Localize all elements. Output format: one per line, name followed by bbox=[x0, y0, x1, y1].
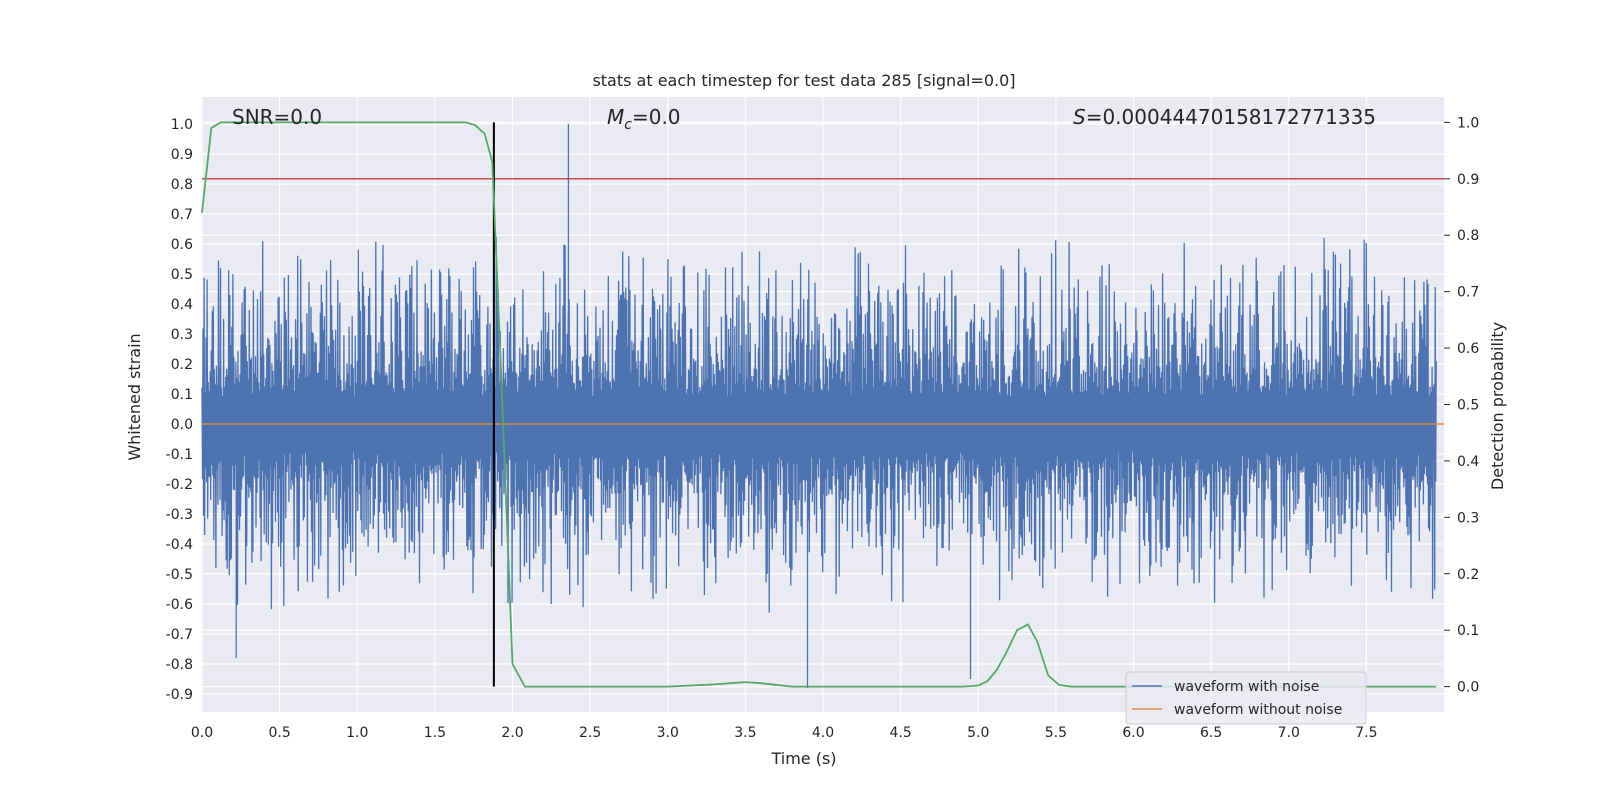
x-axis-label: Time (s) bbox=[770, 749, 836, 768]
series-noise-line bbox=[201, 124, 1437, 688]
y-axis-label: Whitened strain bbox=[125, 333, 144, 460]
x-tick-label: 4.5 bbox=[889, 725, 911, 741]
y2-tick-label: 0.0 bbox=[1457, 680, 1479, 696]
y-tick-label: 0.6 bbox=[171, 237, 193, 253]
x-tick-label: 6.0 bbox=[1122, 725, 1144, 741]
mc-value: =0.0 bbox=[632, 105, 681, 129]
x-tick-label: 3.0 bbox=[657, 725, 679, 741]
x-tick-label: 5.0 bbox=[967, 725, 989, 741]
y-tick-label: 0.0 bbox=[171, 417, 193, 433]
x-tick-label: 7.0 bbox=[1278, 725, 1300, 741]
y-tick-label: -0.1 bbox=[166, 447, 193, 463]
y-tick-label: 1.0 bbox=[171, 117, 193, 133]
x-tick-label: 0.5 bbox=[268, 725, 290, 741]
y2-tick-label: 0.4 bbox=[1457, 454, 1479, 470]
x-tick-label: 2.5 bbox=[579, 725, 601, 741]
y-tick-label: -0.7 bbox=[166, 627, 193, 643]
snr-annotation: SNR=0.0 bbox=[232, 105, 322, 129]
overlay-lines bbox=[201, 121, 1444, 688]
y2-tick-label: 0.1 bbox=[1457, 623, 1479, 639]
y-tick-label: 0.3 bbox=[171, 327, 193, 343]
y2-tick-label: 0.8 bbox=[1457, 228, 1479, 244]
x-tick-label: 3.5 bbox=[734, 725, 756, 741]
mc-annotation: Mc=0.0 bbox=[607, 105, 681, 133]
y-tick-label: -0.2 bbox=[166, 477, 193, 493]
y2-tick-label: 0.5 bbox=[1457, 398, 1479, 414]
y2-tick-label: 0.3 bbox=[1457, 510, 1479, 526]
x-tick-label: 2.0 bbox=[501, 725, 523, 741]
y2-tick-label: 0.6 bbox=[1457, 341, 1479, 357]
y-tick-label: 0.7 bbox=[171, 207, 193, 223]
mc-subscript: c bbox=[624, 117, 632, 133]
x-tick-label: 1.0 bbox=[346, 725, 368, 741]
x-tick-label: 0.0 bbox=[191, 725, 213, 741]
y-tick-label: -0.6 bbox=[166, 597, 193, 613]
y-tick-label: -0.3 bbox=[166, 507, 193, 523]
y2-tick-label: 0.2 bbox=[1457, 567, 1479, 583]
y-tick-label: 0.1 bbox=[171, 387, 193, 403]
mc-symbol: M bbox=[607, 105, 624, 129]
s-annotation: S=0.00044470158172771335 bbox=[1073, 105, 1376, 129]
y2-ticks: 1.0 0.9 0.8 0.7 0.6 0.5 0.4 0.3 0.2 0.1 0.0 bbox=[1444, 115, 1479, 696]
y-ticks: 1.0 0.9 0.8 0.7 0.6 0.5 0.4 0.3 0.2 0.1 0.0 -0.1 -0.… bbox=[166, 117, 193, 703]
x-tick-label: 7.5 bbox=[1355, 725, 1377, 741]
y2-tick-label: 0.7 bbox=[1457, 285, 1479, 301]
y-tick-label: -0.4 bbox=[166, 537, 193, 553]
y-tick-label: 0.9 bbox=[171, 147, 193, 163]
x-tick-label: 1.5 bbox=[424, 725, 446, 741]
y2-tick-label: 0.9 bbox=[1457, 172, 1479, 188]
y-tick-label: -0.8 bbox=[166, 657, 193, 673]
noise-series bbox=[201, 124, 1437, 688]
x-tick-label: 6.5 bbox=[1200, 725, 1222, 741]
y2-axis-label: Detection probability bbox=[1488, 322, 1507, 490]
y-tick-label: 0.4 bbox=[171, 297, 193, 313]
legend-box bbox=[1125, 671, 1367, 725]
chart-title: stats at each timestep for test data 285… bbox=[592, 71, 1015, 90]
y-tick-label: -0.9 bbox=[166, 687, 193, 703]
y2-tick-label: 1.0 bbox=[1457, 115, 1479, 131]
y-tick-label: 0.5 bbox=[171, 267, 193, 283]
y-tick-label: -0.5 bbox=[166, 567, 193, 583]
y-tick-label: 0.8 bbox=[171, 177, 193, 193]
x-tick-label: 4.0 bbox=[812, 725, 834, 741]
x-ticks: 0.0 0.5 1.0 1.5 2.0 2.5 3.0 3.5 4.0 4.5 5.0 5.5 6.0 6… bbox=[191, 725, 1378, 741]
y-tick-label: 0.2 bbox=[171, 357, 193, 373]
legend: waveform with noise waveform without noi… bbox=[1125, 671, 1367, 725]
x-tick-label: 5.5 bbox=[1045, 725, 1067, 741]
s-value: =0.00044470158172771335 bbox=[1086, 105, 1376, 129]
s-symbol: S bbox=[1073, 105, 1086, 129]
series-probability-line bbox=[201, 121, 1437, 688]
legend-label-noise: waveform with noise bbox=[1174, 679, 1319, 695]
legend-label-clean: waveform without noise bbox=[1174, 702, 1342, 718]
